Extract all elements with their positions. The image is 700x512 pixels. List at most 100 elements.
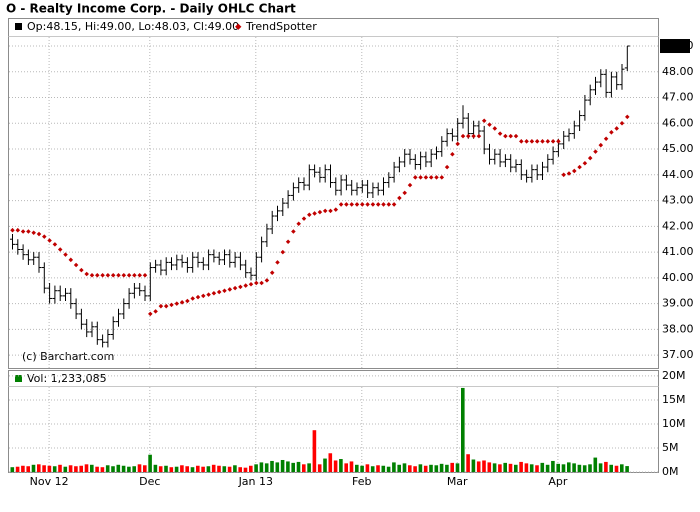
- volume-bar: [567, 462, 571, 472]
- trendspotter-dot: [195, 294, 201, 300]
- trendspotter-dot: [428, 175, 434, 180]
- trendspotter-dot: [360, 202, 365, 207]
- volume-bar: [222, 466, 227, 472]
- trendspotter-dot: [439, 175, 445, 180]
- volume-bar: [238, 467, 242, 472]
- volume-bar: [233, 465, 237, 472]
- volume-bar: [180, 465, 184, 472]
- trendspotter-dot: [20, 229, 26, 234]
- trendspotter-dot: [57, 247, 63, 252]
- volume-bar: [275, 462, 280, 472]
- trendspotter-dot: [47, 238, 52, 243]
- legend-swatch: [235, 23, 242, 30]
- trendspotter-dot: [344, 202, 349, 207]
- last-price-box: [660, 39, 690, 54]
- y-tick-label: 46.00: [662, 116, 694, 129]
- volume-bar: [514, 464, 518, 472]
- trendspotter-dot: [381, 202, 386, 207]
- volume-bar: [127, 466, 131, 472]
- volume-bar: [111, 466, 115, 472]
- volume-bar: [95, 466, 99, 472]
- volume-bar: [482, 460, 486, 472]
- volume-bar: [153, 464, 158, 472]
- trendspotter-dot: [222, 288, 227, 293]
- y-tick-label: 47.00: [662, 91, 694, 104]
- volume-bar: [15, 466, 20, 472]
- y-tick-label: 45.00: [662, 142, 694, 155]
- x-tick-label: Jan 13: [238, 475, 273, 488]
- trendspotter-dot: [174, 301, 180, 306]
- volume-bar: [100, 467, 105, 472]
- trendspotter-dot: [460, 133, 466, 139]
- volume-bar: [317, 464, 322, 472]
- volume-bar: [79, 465, 83, 472]
- volume-panel: [8, 370, 659, 473]
- volume-tick-label: 5M: [662, 441, 679, 454]
- volume-bar: [360, 465, 364, 472]
- volume-bar: [211, 464, 216, 472]
- volume-bar: [254, 464, 258, 472]
- y-tick-label: 42.00: [662, 219, 694, 232]
- volume-bar: [588, 464, 592, 472]
- volume-bar: [423, 465, 428, 472]
- x-tick-label: Mar: [447, 475, 468, 488]
- volume-bar: [206, 466, 211, 472]
- volume-bar: [434, 465, 439, 472]
- trendspotter-dot: [206, 292, 211, 297]
- credit: (c) Barchart.com: [22, 350, 114, 363]
- volume-bar: [164, 465, 168, 472]
- y-tick-label: 48.00: [662, 65, 694, 78]
- volume-bar: [291, 462, 295, 472]
- y-tick-label: 43.00: [662, 194, 694, 207]
- volume-bar: [625, 466, 629, 472]
- trendspotter-dot: [280, 249, 286, 255]
- volume-bar: [148, 454, 152, 472]
- volume-bar: [52, 466, 57, 472]
- trendspotter-dot: [413, 175, 418, 180]
- volume-bar: [492, 463, 497, 472]
- volume-bar: [270, 460, 274, 472]
- volume-bar: [408, 465, 412, 472]
- volume-bar: [42, 465, 46, 472]
- trendspotter-dot: [466, 133, 471, 139]
- volume-bar: [556, 463, 560, 472]
- volume-bar: [365, 464, 370, 472]
- volume-bar: [312, 430, 317, 472]
- trendspotter-dot: [259, 280, 264, 286]
- volume-bar: [143, 465, 147, 472]
- trendspotter-dot: [84, 271, 89, 277]
- volume-bar: [418, 464, 423, 472]
- volume-bar: [243, 467, 248, 472]
- volume-bar: [196, 465, 200, 472]
- volume-bar: [169, 467, 174, 472]
- volume-bar: [84, 464, 89, 472]
- volume-bar: [529, 464, 534, 472]
- trendspotter-dot: [227, 287, 233, 292]
- trendspotter-dot: [73, 262, 79, 268]
- volume-bar: [614, 465, 619, 472]
- volume-bar: [355, 464, 359, 472]
- volume-bar: [439, 463, 444, 472]
- volume-bar: [105, 465, 110, 472]
- volume-bar: [116, 464, 121, 472]
- trendspotter-dot: [31, 230, 36, 236]
- trendspotter-dot: [365, 202, 370, 207]
- trendspotter-dot: [471, 133, 476, 139]
- trendspotter-dot: [407, 182, 413, 188]
- legend-label: TrendSpotter: [245, 20, 317, 33]
- trendspotter-dot: [201, 293, 206, 299]
- trendspotter-dot: [153, 309, 158, 314]
- chart-title: O - Realty Income Corp. - Daily OHLC Cha…: [6, 2, 296, 16]
- volume-bar: [286, 461, 290, 472]
- volume-bar: [445, 464, 449, 472]
- volume-bar: [10, 467, 15, 472]
- volume-bar: [217, 465, 221, 472]
- trendspotter-dot: [450, 151, 455, 157]
- volume-bar: [227, 466, 232, 472]
- legend-swatch: [15, 375, 22, 382]
- trendspotter-dot: [492, 126, 498, 131]
- x-tick-label: Nov 12: [30, 475, 69, 488]
- volume-bar: [158, 466, 163, 472]
- trendspotter-dot: [95, 273, 100, 278]
